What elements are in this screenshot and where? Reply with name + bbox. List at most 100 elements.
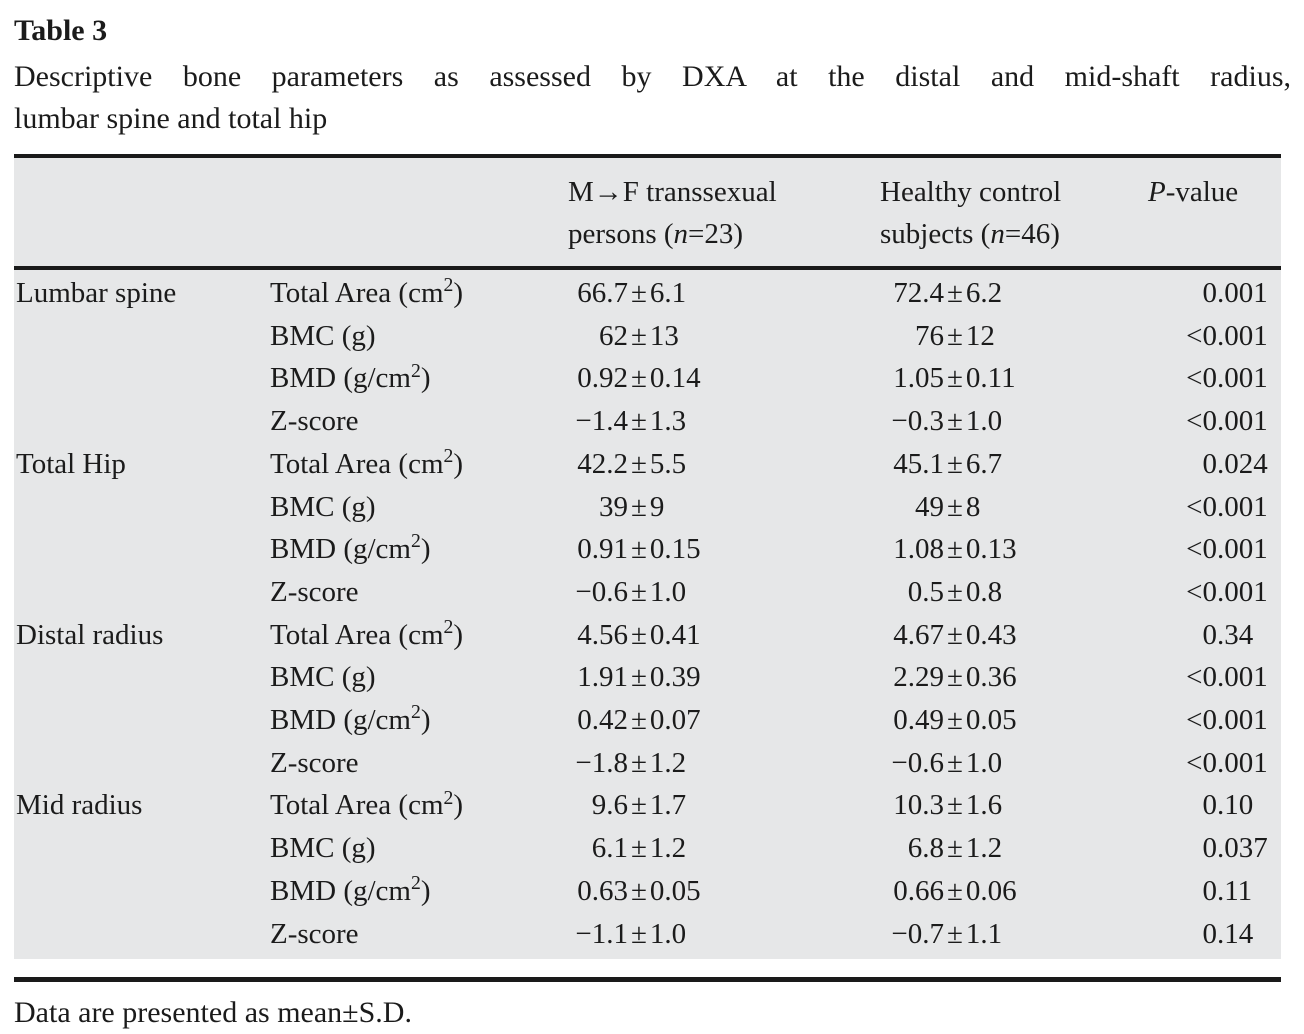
p-value-cell: 0.10 xyxy=(1202,789,1254,822)
p-value-cell: 0.001 xyxy=(1202,277,1268,309)
mf-value-cell: −1.1 ±1.0 xyxy=(575,917,687,950)
header-site-cell xyxy=(14,154,270,270)
plus-minus-sign: ± xyxy=(631,575,647,608)
plus-minus-sign: ± xyxy=(947,832,963,865)
control-value-cell: 72.4 ±6.2 xyxy=(893,277,1003,309)
table-caption: Descriptive bone parameters as assessed … xyxy=(14,56,1291,140)
bone-parameters-table: M→F transsexual persons (n=23) Healthy c… xyxy=(14,154,1281,960)
mf-value-cell: 0.42 ±0.07 xyxy=(577,704,701,737)
table-header: M→F transsexual persons (n=23) Healthy c… xyxy=(14,154,1281,270)
table-body: Lumbar spine Total Area (cm2) 66.7 ±6.1 72.4… xyxy=(14,268,1281,959)
param-cell: BMD (g/cm2) xyxy=(270,872,431,907)
plus-minus-sign: ± xyxy=(631,490,647,523)
p-value-cell: <0.001 xyxy=(1186,490,1268,523)
plus-minus-sign: ± xyxy=(631,746,647,779)
plus-minus-sign: ± xyxy=(947,618,963,651)
site-cell: Distal radius xyxy=(16,618,164,651)
control-value-cell: 2.29 ±0.36 xyxy=(893,661,1017,694)
table-row: BMD (g/cm2) 0.63 ±0.05 0.66 ±0.06 0.11 xyxy=(14,870,1281,913)
site-cell xyxy=(14,827,270,870)
table-row: Z-score −0.6 ±1.0 0.5 ±0.8 <0.001 xyxy=(14,571,1281,614)
control-value-cell: −0.7 ±1.1 xyxy=(891,917,1003,950)
param-cell: Z-score xyxy=(270,917,359,950)
p-value-cell: <0.001 xyxy=(1186,704,1268,737)
plus-minus-sign: ± xyxy=(947,533,963,566)
control-value-cell: 6.8 ±1.2 xyxy=(907,832,1003,865)
plus-minus-sign: ± xyxy=(631,447,647,480)
table-row: Lumbar spine Total Area (cm2) 66.7 ±6.1 72.4… xyxy=(14,268,1281,315)
site-cell: Mid radius xyxy=(16,789,143,822)
mf-value-cell: 4.56 ±0.41 xyxy=(577,618,701,651)
site-cell xyxy=(14,870,270,913)
plus-minus-sign: ± xyxy=(631,917,647,950)
p-value-cell: 0.14 xyxy=(1202,917,1254,950)
site-cell xyxy=(14,913,270,960)
header-control-line1: Healthy control xyxy=(880,176,1062,208)
plus-minus-sign: ± xyxy=(947,746,963,779)
plus-minus-sign: ± xyxy=(947,575,963,608)
plus-minus-sign: ± xyxy=(947,319,963,352)
table-row: Z-score −1.1 ±1.0 −0.7 ±1.1 0.14 xyxy=(14,913,1281,960)
control-value-cell: 0.5 ±0.8 xyxy=(907,575,1003,608)
param-cell: Total Area (cm2) xyxy=(270,786,464,822)
mf-value-cell: −1.4 ±1.3 xyxy=(575,405,687,438)
p-value-cell: <0.001 xyxy=(1186,661,1268,694)
plus-minus-sign: ± xyxy=(631,362,647,395)
plus-minus-sign: ± xyxy=(631,789,647,822)
plus-minus-sign: ± xyxy=(947,789,963,822)
table-row: BMD (g/cm2) 0.92 ±0.14 1.05 ±0.11 <0.001 xyxy=(14,357,1281,400)
site-cell xyxy=(14,571,270,614)
header-control-cell: Healthy control subjects (n=46) xyxy=(880,154,1148,270)
plus-minus-sign: ± xyxy=(631,704,647,737)
param-cell: Z-score xyxy=(270,746,359,779)
table-row: BMC (g) 39 ±9 49 ±8 <0.001 xyxy=(14,486,1281,529)
plus-minus-sign: ± xyxy=(947,362,963,395)
mf-value-cell: 39 ±9 xyxy=(599,490,665,523)
param-cell: Z-score xyxy=(270,575,359,608)
table-row: Z-score −1.4 ±1.3 −0.3 ±1.0 <0.001 xyxy=(14,400,1281,443)
param-cell: Total Area (cm2) xyxy=(270,444,464,480)
param-cell: BMD (g/cm2) xyxy=(270,701,431,737)
header-mf-line2: persons (n=23) xyxy=(568,218,744,250)
site-cell xyxy=(14,656,270,699)
plus-minus-sign: ± xyxy=(947,874,963,907)
header-mf-line1: M→F transsexual xyxy=(568,176,777,208)
site-cell xyxy=(14,400,270,443)
plus-minus-sign: ± xyxy=(947,277,963,309)
header-row: M→F transsexual persons (n=23) Healthy c… xyxy=(14,154,1281,270)
plus-minus-sign: ± xyxy=(631,277,647,309)
control-value-cell: 49 ±8 xyxy=(915,490,981,523)
plus-minus-sign: ± xyxy=(631,533,647,566)
header-p-label: P-value xyxy=(1148,176,1239,208)
site-cell: Lumbar spine xyxy=(16,277,177,309)
plus-minus-sign: ± xyxy=(631,661,647,694)
param-cell: BMD (g/cm2) xyxy=(270,359,431,395)
param-cell: BMC (g) xyxy=(270,661,376,694)
table-title: Table 3 xyxy=(14,14,108,47)
table-row: Z-score −1.8 ±1.2 −0.6 ±1.0 <0.001 xyxy=(14,742,1281,785)
param-cell: BMD (g/cm2) xyxy=(270,530,431,566)
param-cell: Total Area (cm2) xyxy=(270,615,464,651)
plus-minus-sign: ± xyxy=(631,832,647,865)
caption-line-2: lumbar spine and total hip xyxy=(14,102,328,135)
plus-minus-sign: ± xyxy=(947,704,963,737)
control-value-cell: 76 ±12 xyxy=(915,319,995,352)
param-cell: BMC (g) xyxy=(270,490,376,523)
plus-minus-sign: ± xyxy=(631,618,647,651)
control-value-cell: 45.1 ±6.7 xyxy=(893,447,1003,480)
p-value-cell: 0.037 xyxy=(1202,832,1268,865)
mf-value-cell: 0.92 ±0.14 xyxy=(577,362,701,395)
plus-minus-sign: ± xyxy=(631,319,647,352)
p-value-cell: <0.001 xyxy=(1186,319,1268,352)
site-cell xyxy=(14,742,270,785)
p-value-cell: <0.001 xyxy=(1186,533,1268,566)
p-value-cell: <0.001 xyxy=(1186,362,1268,395)
param-cell: Z-score xyxy=(270,405,359,438)
control-value-cell: 10.3 ±1.6 xyxy=(893,789,1003,822)
mf-value-cell: 0.63 ±0.05 xyxy=(577,874,701,907)
plus-minus-sign: ± xyxy=(947,661,963,694)
table-row: BMD (g/cm2) 0.91 ±0.15 1.08 ±0.13 <0.001 xyxy=(14,528,1281,571)
mf-value-cell: 66.7 ±6.1 xyxy=(577,277,687,309)
mf-value-cell: 0.91 ±0.15 xyxy=(577,533,701,566)
mf-value-cell: 42.2 ±5.5 xyxy=(577,447,687,480)
